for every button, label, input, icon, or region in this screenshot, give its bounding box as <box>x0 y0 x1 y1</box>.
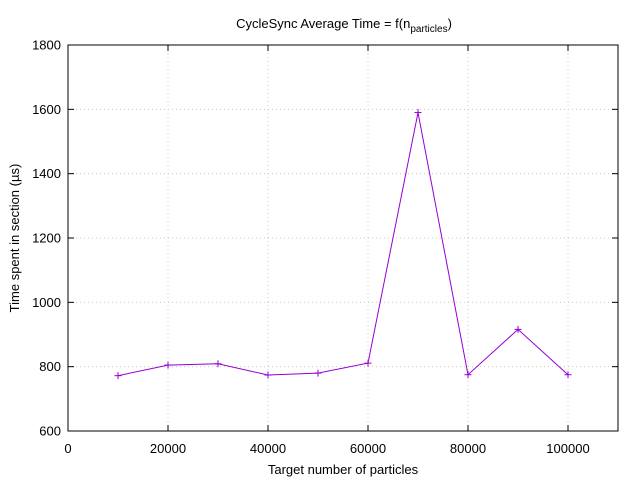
axes <box>67 44 619 432</box>
x-tick-label: 100000 <box>546 441 589 456</box>
data-point <box>314 369 322 377</box>
series-line <box>117 112 569 377</box>
y-tick-label: 1600 <box>32 102 61 117</box>
y-tick-label: 1800 <box>32 38 61 53</box>
y-tick-label: 800 <box>39 359 61 374</box>
data-point <box>464 371 472 379</box>
x-tick-label: 20000 <box>150 441 186 456</box>
data-point <box>164 361 172 369</box>
chart-title-suffix: ) <box>448 16 452 31</box>
y-tick-label: 1400 <box>32 166 61 181</box>
data-point <box>214 360 222 368</box>
data-point <box>514 325 522 333</box>
data-point <box>564 371 572 379</box>
chart-title: CycleSync Average Time = f(nparticles) <box>236 16 452 35</box>
chart-title-subscript: particles <box>410 24 447 35</box>
data-point <box>414 109 422 117</box>
y-tick-label: 600 <box>39 424 61 439</box>
y-axis-label: Time spent in section (µs) <box>7 164 22 313</box>
x-ticks: 0 20000 40000 60000 80000 100000 <box>64 45 590 456</box>
y-tick-label: 1000 <box>32 295 61 310</box>
x-tick-label: 60000 <box>350 441 386 456</box>
data-point <box>114 372 122 380</box>
data-point <box>364 359 372 367</box>
plot-frame <box>67 44 619 432</box>
series <box>114 109 572 380</box>
x-tick-label: 40000 <box>250 441 286 456</box>
x-axis-label: Target number of particles <box>268 462 419 477</box>
y-ticks: 600 800 1000 1200 1400 1600 1800 <box>32 38 618 439</box>
grid <box>68 45 618 431</box>
data-point <box>264 371 272 379</box>
y-tick-label: 1200 <box>32 231 61 246</box>
x-tick-label: 80000 <box>450 441 486 456</box>
x-tick-label: 0 <box>64 441 71 456</box>
